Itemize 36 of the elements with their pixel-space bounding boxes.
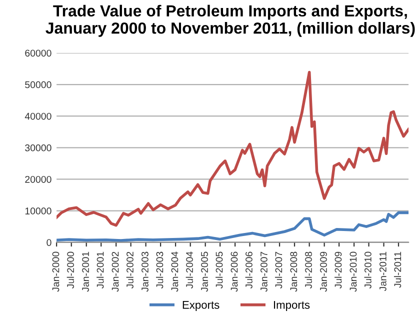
y-tick-label: 10000 <box>25 208 52 214</box>
x-tick-label: Jan-2002 <box>112 252 119 292</box>
line-series <box>56 70 409 227</box>
x-tick-label: Jul-2005 <box>216 252 223 289</box>
line-series <box>56 211 409 242</box>
y-tick-label: 50000 <box>25 81 52 88</box>
y-tick-label: 0 <box>46 239 52 246</box>
x-tick-label: Jul-2009 <box>334 252 342 289</box>
x-tick-label: Jul-2001 <box>96 252 104 289</box>
legend-label: Exports <box>182 301 220 311</box>
x-tick-label: Jan-2008 <box>290 252 298 292</box>
x-tick-label: Jan-2007 <box>260 252 268 292</box>
x-tick-label: Jan-2005 <box>201 252 208 292</box>
x-tick-label: Jul-2008 <box>304 252 312 289</box>
legend-label: Imports <box>274 301 310 311</box>
y-tick-label: 30000 <box>25 144 52 152</box>
x-tick-label: Jul-2002 <box>126 252 134 289</box>
x-tick-label: Jan-2011 <box>379 252 386 292</box>
x-tick-label: Jul-2000 <box>66 252 74 289</box>
y-tick-label: 60000 <box>25 50 52 57</box>
x-tick-label: Jan-2004 <box>171 252 178 292</box>
x-tick-label: Jan-2003 <box>142 252 148 292</box>
x-tick-label: Jan-2001 <box>82 252 89 292</box>
x-tick-label: Jul-2010 <box>364 252 372 289</box>
chart-title: Trade Value of Petroleum Imports and Exports, January 2000 to November 2011, (million dollars) <box>46 4 415 37</box>
x-tick-label: Jul-2004 <box>186 252 193 289</box>
x-tick-label: Jan-2006 <box>230 252 238 292</box>
y-tick-label: 20000 <box>25 176 52 183</box>
x-tick-label: Jul-2003 <box>156 252 164 289</box>
x-tick-label: Jan-2000 <box>52 252 60 292</box>
x-tick-label: Jul-2007 <box>275 252 282 289</box>
y-tick-label: 40000 <box>24 112 52 120</box>
x-tick-label: Jan-2009 <box>320 252 327 292</box>
x-tick-label: Jan-2010 <box>350 252 357 292</box>
x-tick-label: Jul-2006 <box>245 252 252 289</box>
x-tick-label: Jul-2011 <box>394 252 402 288</box>
